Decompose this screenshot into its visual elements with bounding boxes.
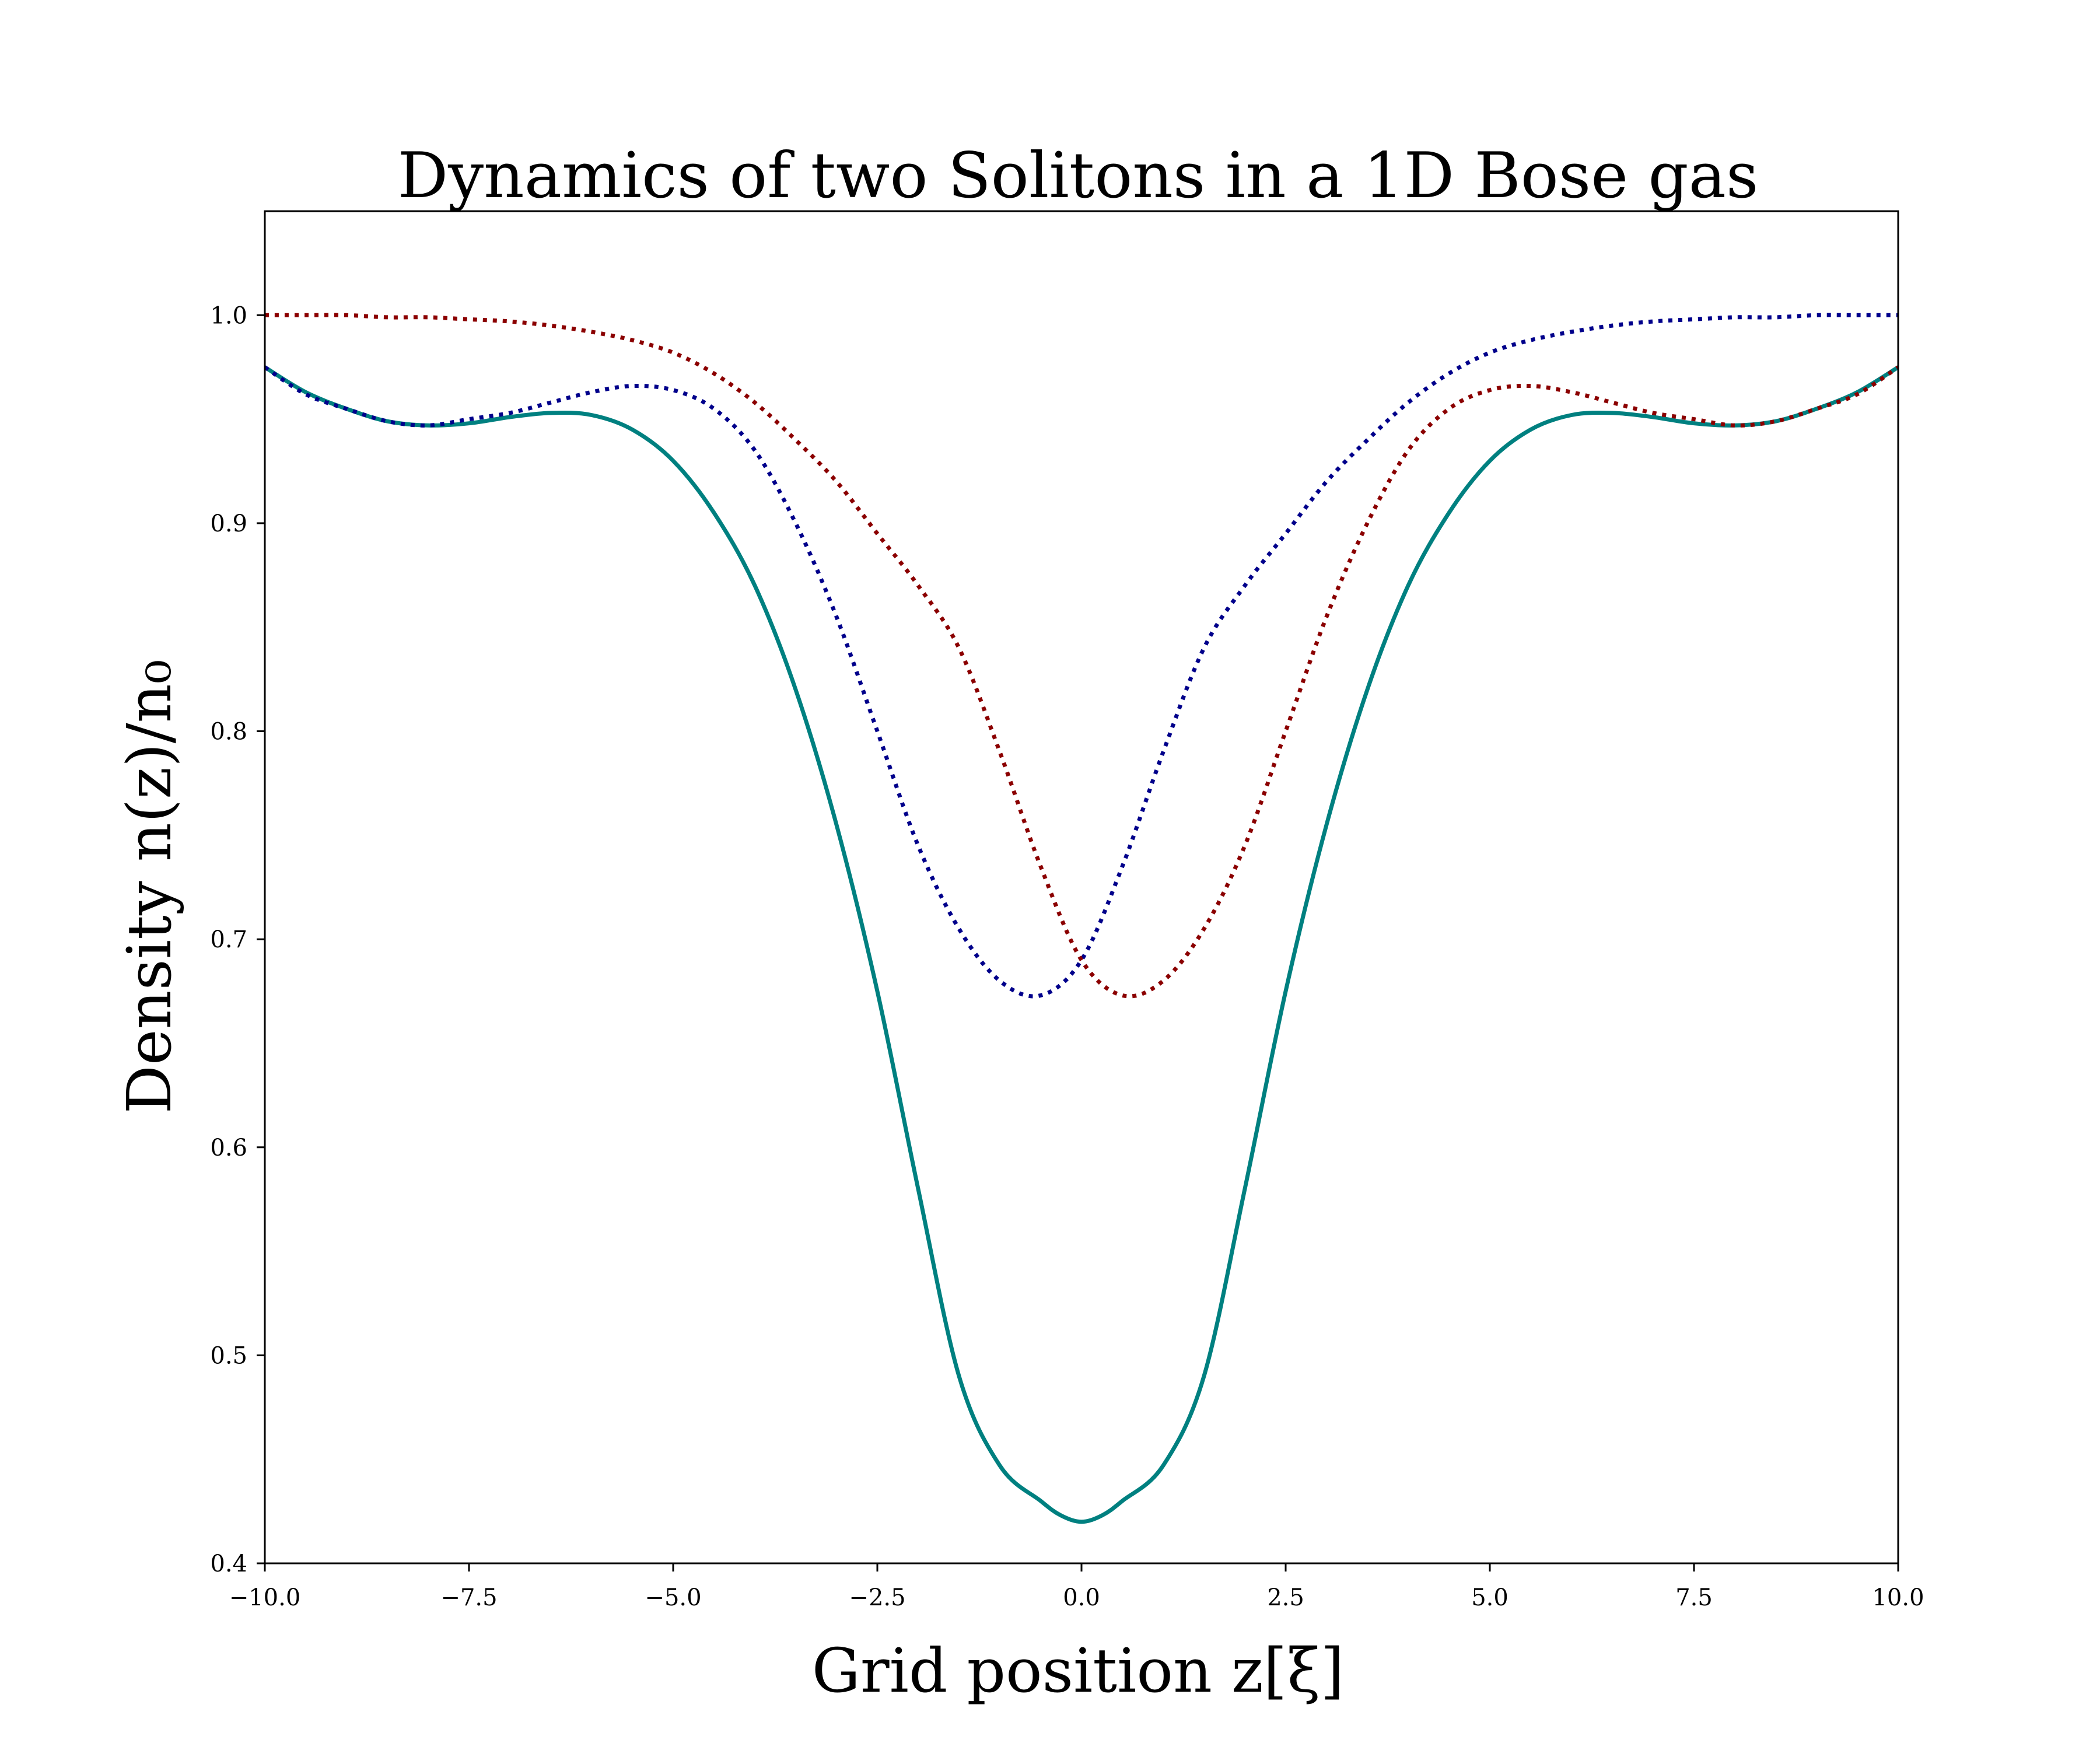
x-tick-label: −5.0	[645, 1584, 701, 1611]
x-tick-label: −10.0	[229, 1584, 301, 1611]
x-tick-label: 2.5	[1267, 1584, 1304, 1611]
x-tick-label: 5.0	[1471, 1584, 1508, 1611]
y-tick-label: 0.6	[210, 1135, 247, 1161]
y-tick-label: 0.4	[210, 1550, 247, 1577]
y-axis-ticks: 0.4 0.5 0.6 0.7 0.8 0.9 1.0	[210, 302, 265, 1577]
x-tick-label: −7.5	[440, 1584, 497, 1611]
y-tick-label: 0.8	[210, 719, 247, 746]
chart-title: Dynamics of two Solitons in a 1D Bose ga…	[398, 139, 1759, 212]
y-tick-label: 0.7	[210, 926, 247, 953]
x-axis-label: Grid position z[ξ]	[812, 1635, 1344, 1706]
plot-series	[264, 313, 1899, 1524]
y-tick-label: 0.5	[210, 1342, 247, 1369]
y-tick-label: 1.0	[210, 302, 247, 329]
x-axis-ticks: −10.0 −7.5 −5.0 −2.5 0.0 2.5 5.0 7.5 10.0	[229, 1563, 1924, 1611]
x-tick-label: −2.5	[849, 1584, 905, 1611]
series-line-3	[264, 313, 1899, 999]
series-line-2	[264, 313, 1898, 999]
x-tick-label: 7.5	[1675, 1584, 1713, 1611]
x-tick-label: 10.0	[1872, 1584, 1924, 1611]
series-line-1	[264, 365, 1899, 1524]
y-tick-label: 0.9	[210, 510, 247, 537]
y-axis-label: Density n(z)/n₀	[114, 660, 185, 1114]
x-tick-label: 0.0	[1063, 1584, 1100, 1611]
